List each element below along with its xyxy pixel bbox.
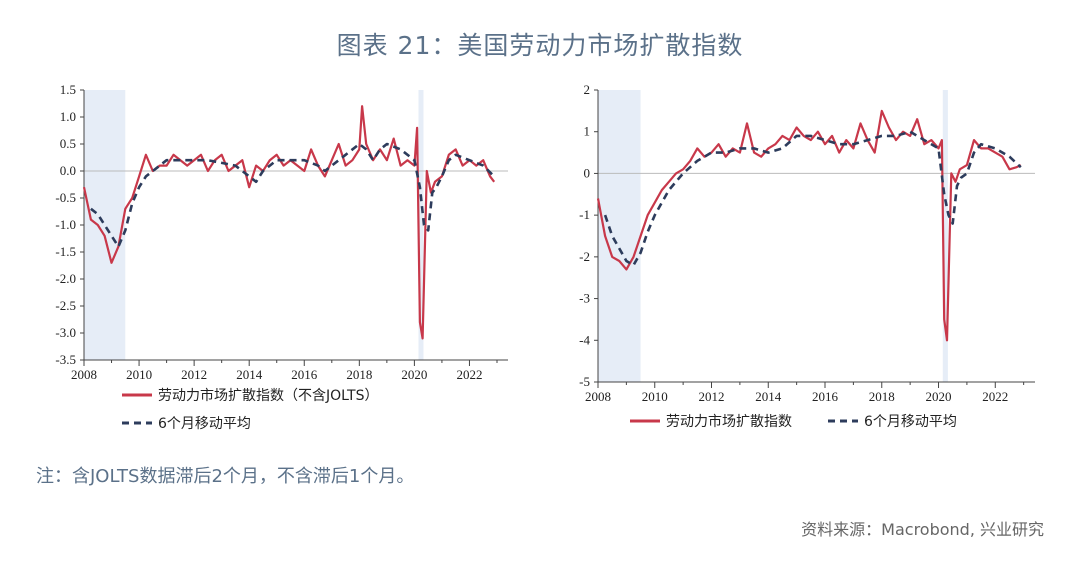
x-tick-label: 2010 [126, 367, 152, 382]
y-tick-label: -3 [579, 291, 590, 306]
legend-label-series: 劳动力市场扩散指数 [666, 413, 792, 430]
y-tick-label: -2 [579, 249, 590, 264]
y-tick-label: -2.0 [55, 271, 76, 286]
y-tick-label: 0.5 [60, 136, 76, 151]
y-tick-label: 1.5 [60, 82, 76, 97]
x-tick-label: 2014 [755, 389, 782, 404]
chart-left: 劳动力市场扩散指数（不含JOLTS） 6个月移动平均 1.5 1.0 0.5 0.0 -… [55, 82, 508, 432]
y-tick-label: -1.0 [55, 217, 76, 232]
x-tick-label: 2020 [926, 389, 952, 404]
x-tick-label: 2014 [236, 367, 263, 382]
x-tick-label: 2022 [456, 367, 482, 382]
series-line-index [596, 109, 1022, 342]
y-tick-label: -3.0 [55, 325, 76, 340]
series-line-ma [603, 130, 1022, 267]
x-tick-label: 2016 [812, 389, 839, 404]
legend-label-series: 劳动力市场扩散指数（不含JOLTS） [158, 387, 378, 404]
y-tick-label: 1.0 [60, 109, 76, 124]
y-tick-label: -1 [579, 207, 590, 222]
legend: 劳动力市场扩散指数（不含JOLTS） 6个月移动平均 [122, 387, 378, 432]
y-tick-label: 0 [584, 165, 591, 180]
y-tick-label: -2.5 [55, 298, 76, 313]
x-tick-label: 2012 [181, 367, 207, 382]
y-tick-label: -1.5 [55, 244, 76, 259]
footnote: 注：含JOLTS数据滞后2个月，不含滞后1个月。 [36, 466, 415, 487]
y-tick-label: -3.5 [55, 352, 76, 367]
x-tick-label: 2012 [699, 389, 725, 404]
x-tick-label: 2016 [291, 367, 318, 382]
legend-label-ma: 6个月移动平均 [864, 414, 957, 430]
source-credit: 资料来源：Macrobond, 兴业研究 [801, 520, 1044, 539]
y-tick-label: -4 [579, 332, 590, 347]
page-title: 图表 21：美国劳动力市场扩散指数 [336, 31, 744, 60]
y-tick-label: -0.5 [55, 190, 76, 205]
x-tick-label: 2018 [869, 389, 895, 404]
shaded-period-1 [942, 90, 948, 382]
legend-label-ma: 6个月移动平均 [158, 416, 251, 432]
y-tick-label: 2 [584, 82, 591, 97]
x-tick-label: 2020 [401, 367, 427, 382]
x-tick-label: 2018 [346, 367, 372, 382]
series-line-ma [90, 142, 496, 248]
y-tick-label: 1 [584, 124, 591, 139]
x-tick-label: 2010 [642, 389, 668, 404]
shaded-period-1 [418, 90, 424, 360]
shaded-period-0 [84, 90, 126, 360]
y-tick-label: -5 [579, 374, 590, 389]
y-tick-label: 0.0 [60, 163, 76, 178]
legend: 劳动力市场扩散指数 6个月移动平均 [630, 413, 957, 430]
x-tick-label: 2022 [982, 389, 1008, 404]
x-tick-label: 2008 [71, 367, 97, 382]
x-tick-label: 2008 [585, 389, 611, 404]
